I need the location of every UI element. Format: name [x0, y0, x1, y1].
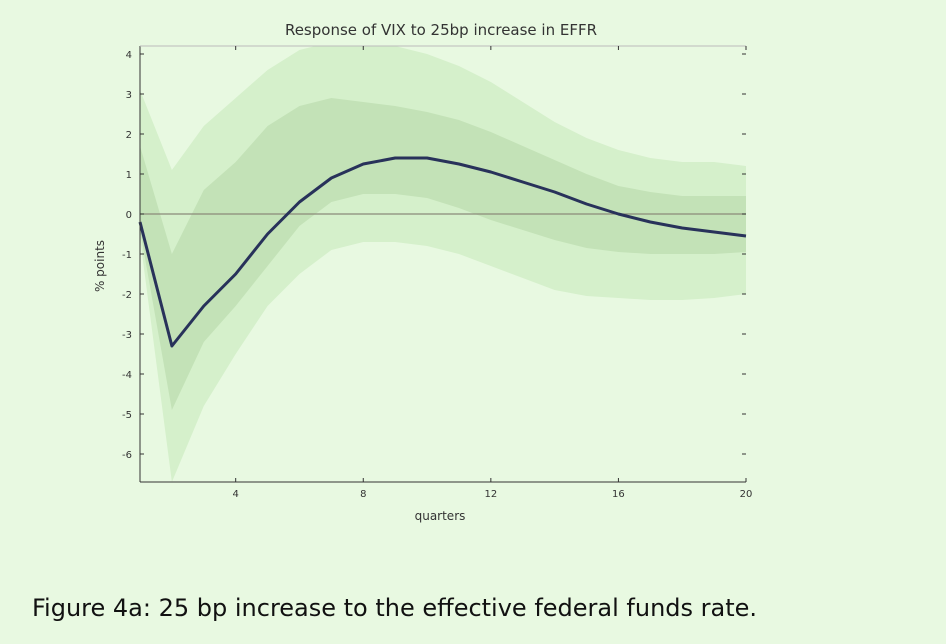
- y-tick-label: 0: [126, 210, 132, 221]
- y-tick-label: 2: [126, 130, 132, 141]
- confidence-band-inner: [140, 98, 746, 410]
- y-tick-label: -1: [122, 250, 132, 261]
- tick-labels: 4 3 2 1 0 -1 -2 -3 -4 -5 -6 4 8 12 16 20: [122, 50, 752, 500]
- axes: [139, 45, 747, 483]
- y-tick-label: -5: [122, 410, 132, 421]
- response-line: [138, 156, 747, 348]
- y-tick-label: 1: [126, 170, 132, 181]
- figure-caption: Figure 4a: 25 bp increase to the effecti…: [32, 594, 758, 622]
- confidence-bands: [140, 46, 746, 482]
- x-tick-label: 4: [232, 489, 238, 500]
- x-tick-label: 16: [612, 489, 625, 500]
- y-tick-label: -2: [122, 290, 132, 301]
- x-axis-label: quarters: [415, 509, 466, 523]
- y-tick-label: 4: [126, 50, 132, 61]
- y-tick-label: 3: [126, 90, 132, 101]
- response-line-group: [138, 156, 747, 348]
- x-tick-label: 20: [740, 489, 753, 500]
- y-tick-label: -4: [122, 370, 132, 381]
- chart-title: Response of VIX to 25bp increase in EFFR: [285, 21, 597, 39]
- x-tick-label: 12: [484, 489, 497, 500]
- x-tick-label: 8: [360, 489, 366, 500]
- y-tick-label: -6: [122, 450, 132, 461]
- y-tick-label: -3: [122, 330, 132, 341]
- y-axis-label: % points: [93, 240, 107, 292]
- chart: 4 3 2 1 0 -1 -2 -3 -4 -5 -6 4 8 12 16 20 Response of VI…: [93, 21, 752, 523]
